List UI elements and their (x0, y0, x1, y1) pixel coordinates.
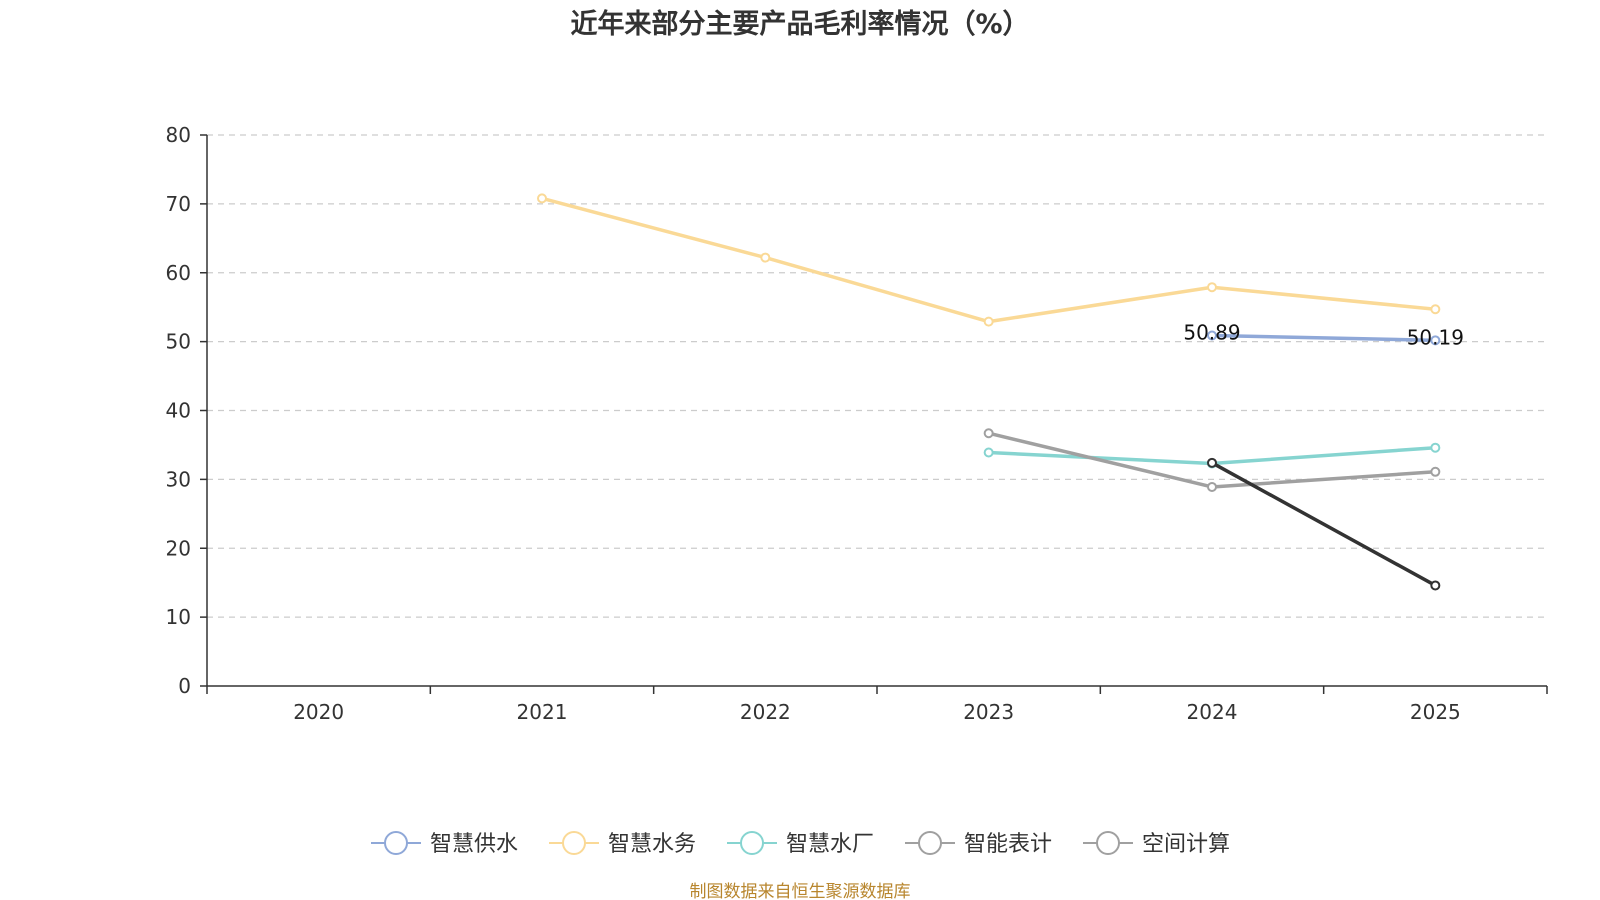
point-2-2023 (983, 447, 994, 458)
legend-label-2: 智慧水厂 (786, 832, 874, 857)
y-tick-label-10: 10 (166, 605, 191, 629)
y-tick-label-20: 20 (166, 536, 191, 560)
point-4-2025 (1430, 580, 1441, 591)
legend-item-0: 智慧供水 (371, 831, 518, 857)
legend: 智慧供水 智慧水务 智慧水厂 智能表计 空间计算 (371, 831, 1230, 857)
point-3-2023 (983, 428, 994, 439)
legend-marker-2 (740, 831, 764, 855)
point-1-2021 (537, 193, 547, 204)
point-4-2024 (1207, 457, 1217, 468)
point-2-2025 (1430, 442, 1441, 453)
y-tick-label-30: 30 (166, 467, 191, 491)
x-tick-label-2023: 2023 (963, 700, 1014, 724)
legend-marker-0 (384, 831, 408, 855)
legend-marker-3 (918, 831, 942, 855)
x-tick-label-2020: 2020 (293, 700, 344, 724)
axes: 0 10 20 30 40 50 60 70 80 2020 2021 2022 2023 2024 202… (166, 123, 1548, 724)
point-1-2023 (983, 316, 994, 327)
point-3-2024 (1207, 481, 1217, 492)
series-line-4 (1210, 461, 1438, 588)
legend-label-1: 智慧水务 (608, 832, 696, 857)
point-1-2022 (760, 252, 771, 263)
legend-marker-4 (1096, 831, 1120, 855)
legend-marker-1 (562, 831, 586, 855)
legend-item-3: 智能表计 (905, 831, 1052, 857)
point-1-2024 (1207, 282, 1217, 293)
legend-item-1: 智慧水务 (549, 831, 696, 857)
grid-lines (207, 134, 1547, 618)
y-tick-label-60: 60 (166, 261, 191, 285)
y-tick-label-40: 40 (166, 399, 191, 423)
y-tick-label-80: 80 (166, 123, 191, 147)
legend-label-3: 智能表计 (964, 832, 1052, 857)
series-line-1 (540, 196, 1438, 324)
y-tick-label-50: 50 (166, 330, 191, 354)
y-tick-label-0: 0 (178, 674, 191, 698)
series-layer: 50.89 50.19 (537, 193, 1464, 591)
legend-label-0: 智慧供水 (430, 832, 518, 857)
chart-title: 近年来部分主要产品毛利率情况（%） (570, 8, 1029, 40)
data-label-0-2024: 50.89 (1183, 320, 1240, 344)
y-tick-label-70: 70 (166, 192, 191, 216)
x-tick-label-2025: 2025 (1410, 700, 1461, 724)
point-0-2025 (1430, 335, 1441, 346)
legend-label-4: 空间计算 (1142, 832, 1230, 857)
x-tick-label-2021: 2021 (517, 700, 568, 724)
x-tick-label-2022: 2022 (740, 700, 791, 724)
point-0-2024 (1207, 330, 1217, 341)
point-3-2025 (1430, 466, 1441, 477)
legend-item-2: 智慧水厂 (727, 831, 874, 857)
series-line-0 (1210, 333, 1438, 343)
source-note: 制图数据来自恒生聚源数据库 (690, 882, 911, 900)
point-1-2025 (1430, 304, 1441, 315)
x-tick-label-2024: 2024 (1187, 700, 1238, 724)
legend-item-4: 空间计算 (1083, 831, 1230, 857)
data-label-0-2025: 50.19 (1407, 325, 1464, 349)
